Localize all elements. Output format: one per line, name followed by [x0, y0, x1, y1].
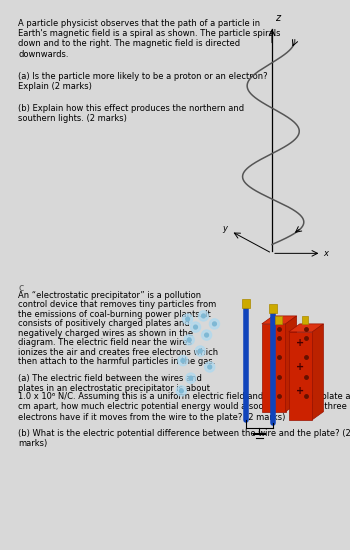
Circle shape — [183, 314, 193, 324]
Text: diagram. The electric field near the wires: diagram. The electric field near the wir… — [19, 338, 193, 348]
Circle shape — [178, 355, 188, 366]
Text: +: + — [296, 386, 304, 396]
Circle shape — [198, 349, 202, 353]
Polygon shape — [262, 324, 286, 411]
Text: 1.0 x 10⁶ N/C. Assuming this is a uniform electric field and the wire and plate : 1.0 x 10⁶ N/C. Assuming this is a unifor… — [19, 392, 350, 422]
Text: control device that removes tiny particles from: control device that removes tiny particl… — [19, 300, 217, 310]
Text: (b) Explain how this effect produces the northern and
southern lights. (2 marks): (b) Explain how this effect produces the… — [18, 104, 244, 123]
Circle shape — [205, 362, 215, 372]
Circle shape — [195, 346, 205, 356]
Circle shape — [212, 322, 216, 326]
Polygon shape — [286, 316, 296, 411]
Text: c: c — [19, 283, 24, 293]
Circle shape — [181, 359, 185, 362]
Polygon shape — [289, 332, 313, 420]
Text: negatively charged wires as shown in the: negatively charged wires as shown in the — [19, 329, 194, 338]
Text: ionizes the air and creates free electrons which: ionizes the air and creates free electro… — [19, 348, 219, 357]
FancyBboxPatch shape — [302, 316, 308, 324]
Circle shape — [209, 319, 219, 329]
Circle shape — [202, 314, 205, 318]
Text: x: x — [323, 249, 328, 258]
Circle shape — [202, 330, 212, 340]
Circle shape — [180, 389, 183, 393]
Text: y: y — [222, 224, 227, 233]
Text: A particle physicist observes that the path of a particle in
Earth's magnetic fi: A particle physicist observes that the p… — [18, 19, 280, 59]
Circle shape — [208, 365, 212, 369]
Text: then attach to the harmful particles in the gas.: then attach to the harmful particles in … — [19, 358, 216, 366]
Text: (a) Is the particle more likely to be a proton or an electron?
Explain (2 marks): (a) Is the particle more likely to be a … — [18, 72, 268, 91]
Circle shape — [184, 335, 194, 345]
Text: the emissions of coal-burning power plants. It: the emissions of coal-burning power plan… — [19, 310, 211, 319]
Text: (a) The electric field between the wires and
plates in an electrostatic precipit: (a) The electric field between the wires… — [19, 374, 210, 393]
FancyBboxPatch shape — [269, 304, 277, 313]
Circle shape — [187, 338, 191, 342]
FancyBboxPatch shape — [242, 299, 250, 308]
Circle shape — [205, 333, 209, 337]
Text: z: z — [275, 13, 280, 23]
Polygon shape — [289, 324, 323, 332]
Polygon shape — [262, 316, 296, 324]
Text: An “electrostatic precipitator” is a pollution: An “electrostatic precipitator” is a pol… — [19, 291, 202, 300]
Text: consists of positively charged plates and: consists of positively charged plates an… — [19, 320, 190, 328]
FancyBboxPatch shape — [275, 316, 282, 324]
Polygon shape — [313, 324, 323, 420]
Text: +: + — [296, 338, 304, 348]
Circle shape — [194, 325, 197, 329]
Circle shape — [186, 373, 196, 383]
Circle shape — [176, 386, 186, 396]
Text: (b) What is the electric potential difference between the wire and the plate? (2: (b) What is the electric potential diffe… — [19, 429, 350, 448]
Circle shape — [189, 376, 193, 380]
Circle shape — [198, 311, 209, 321]
Circle shape — [190, 322, 201, 332]
Circle shape — [186, 317, 190, 321]
Text: +: + — [296, 362, 304, 372]
